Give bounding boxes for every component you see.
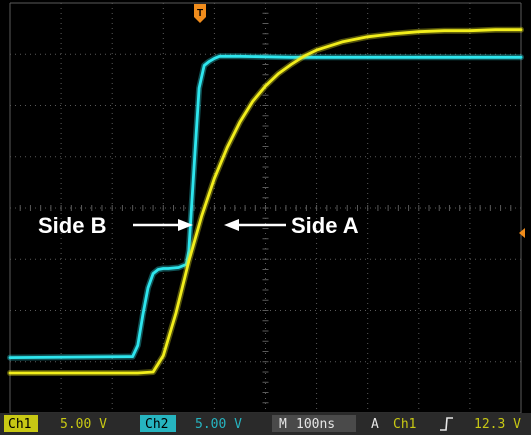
ch2-tag: Ch2 [145,417,168,432]
graticule [9,2,522,414]
annotation-side-b: Side B [38,213,193,238]
trigger-position-label: T [197,8,203,19]
ch2-tag-box [140,415,176,432]
series-ch2-trace [8,54,523,359]
trigger-position-marker: T [194,4,206,23]
timebase-value: 100ns [296,417,335,432]
arrow-left-icon [224,219,239,231]
trigger-level-arrow-icon [519,228,525,238]
timebase-box [272,415,356,432]
trigger-position-icon [194,4,206,23]
trigger-source: Ch1 [393,417,416,432]
ch2-scale: 5.00 V [195,417,242,432]
annotation-side-a: Side A [224,213,359,238]
arrow-right-icon [178,219,193,231]
series-ch1-trace [8,28,523,375]
waveforms [7,26,524,376]
trigger-mode: A [371,417,379,432]
ch1-scale: 5.00 V [60,417,107,432]
annotation-side-b-label: Side B [38,213,106,238]
trigger-level: 12.3 V [474,417,521,432]
annotation-side-a-label: Side A [291,213,359,238]
rising-edge-icon [440,417,453,431]
status-bar: Ch1 5.00 V Ch2 5.00 V M 100ns A Ch1 12.3… [0,413,531,435]
ch1-tag: Ch1 [8,417,31,432]
ch1-tag-box [4,415,38,432]
timebase-tag: M [279,417,287,432]
status-bar-background [0,413,531,435]
